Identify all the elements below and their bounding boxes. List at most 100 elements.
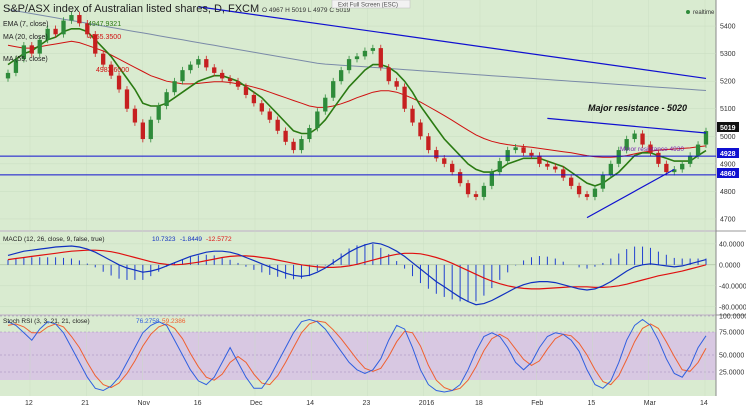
- x-axis-area: [0, 396, 716, 410]
- macd-title: MACD (12, 26, close, 9, false, true): [3, 236, 105, 243]
- stoch-d-line: [7, 320, 707, 392]
- candle-body: [124, 89, 130, 109]
- macd-value-2: -1.8449: [180, 236, 202, 243]
- candle-body: [307, 128, 312, 140]
- candle-body: [545, 163, 550, 167]
- candle-body: [442, 158, 447, 164]
- candle-body: [220, 72, 225, 79]
- realtime-dot-icon: [686, 10, 690, 14]
- candle-body: [394, 81, 399, 87]
- candle-body: [291, 141, 296, 151]
- candle-body: [267, 111, 272, 120]
- candle-body: [687, 155, 693, 164]
- rsi-band: [0, 332, 716, 380]
- time-tick-label: 14: [700, 400, 708, 407]
- candle-body: [418, 122, 423, 137]
- macd-panel-bg: [0, 232, 716, 314]
- candle-body: [156, 105, 161, 120]
- candle-body: [85, 23, 90, 35]
- candle-body: [275, 119, 280, 131]
- candle-body: [672, 169, 677, 173]
- time-tick-label: Dec: [250, 400, 263, 407]
- candle-body: [576, 185, 582, 195]
- candle-body: [584, 194, 590, 197]
- grid-layer: [0, 0, 716, 396]
- candle-body: [505, 150, 510, 162]
- candle-body: [664, 163, 669, 173]
- candle-body: [148, 119, 153, 140]
- rsi-tick-label: 100.0000: [719, 314, 746, 321]
- candle-body: [529, 152, 534, 156]
- last-price-label: 5019: [720, 125, 736, 132]
- rsi-value-d: 59.2386: [162, 318, 186, 325]
- rsi-tick-label: 50.0000: [719, 353, 744, 360]
- candle-body: [569, 177, 574, 186]
- candle-body: [600, 174, 606, 189]
- candle-body: [21, 45, 27, 60]
- exit-fullscreen-button-bg[interactable]: [331, 0, 411, 9]
- candle-body: [473, 194, 479, 197]
- candle-body: [703, 131, 709, 145]
- candle-body: [616, 150, 621, 164]
- rsi-tick-label: 75.0000: [719, 330, 744, 337]
- time-tick-label: 15: [588, 400, 596, 407]
- ema-line: [7, 27, 707, 187]
- level-label-2: 4860: [720, 171, 736, 178]
- candle-body: [338, 70, 344, 82]
- candle-body: [77, 15, 82, 24]
- price-tick-label: 5400: [720, 24, 736, 31]
- level-label-1-bg: [717, 148, 739, 158]
- axes-layer: 4700 4800 4900 5000 5100 5200 5300 5400 -80.0000…: [25, 24, 746, 407]
- macd-value-3: -12.5772: [206, 236, 232, 243]
- price-tick-label: 5000: [720, 134, 736, 141]
- time-tick-label: Feb: [531, 400, 543, 407]
- candle-body: [354, 56, 360, 60]
- ma20-value: 4965.3500: [88, 34, 121, 41]
- candle-body: [299, 139, 304, 151]
- candle-body: [212, 67, 217, 73]
- rsi-layer: [7, 318, 707, 393]
- minor-resistance-annotation: Minor resistance 4930: [620, 146, 684, 153]
- candle-body: [196, 59, 201, 65]
- macd-value-1: 10.7323: [152, 236, 176, 243]
- time-tick-label: 23: [363, 400, 371, 407]
- candle-body: [553, 166, 558, 170]
- macd-tick-label: 40.0000: [719, 241, 744, 248]
- candle-body: [116, 75, 122, 90]
- candle-body: [457, 172, 463, 184]
- stoch-k-line: [7, 318, 707, 393]
- candle-body: [592, 188, 598, 197]
- candle-body: [624, 139, 629, 151]
- time-tick-label: Mar: [644, 400, 657, 407]
- ohlc-readout: O 4967 H 5019 L 4979 C 5019: [262, 7, 351, 14]
- candle-body: [29, 45, 34, 54]
- candle-body: [108, 64, 114, 76]
- candle-body: [497, 161, 502, 173]
- time-tick-label: 14: [306, 400, 314, 407]
- rsi-value-k: 76.2758: [136, 318, 160, 325]
- candle-body: [370, 48, 376, 51]
- time-tick-label: 18: [475, 400, 483, 407]
- exit-fullscreen-button[interactable]: Exit Full Screen (ESC): [338, 3, 398, 9]
- candles-layer: [5, 11, 709, 201]
- candle-body: [402, 86, 407, 109]
- time-tick-label: 12: [25, 400, 33, 407]
- ma-label: MA (55, close): [3, 56, 48, 63]
- candle-body: [481, 185, 487, 197]
- price-tick-label: 4700: [720, 216, 736, 223]
- candle-body: [164, 92, 169, 106]
- candle-body: [204, 59, 209, 68]
- candle-body: [315, 111, 320, 129]
- candle-body: [386, 67, 391, 82]
- candle-body: [61, 20, 66, 35]
- candle-body: [513, 147, 518, 151]
- candle-body: [188, 64, 193, 71]
- macd-signal-line: [7, 249, 707, 290]
- time-tick-label: Nov: [138, 400, 151, 407]
- time-tick-label: 2016: [419, 400, 435, 407]
- levels-layer: [0, 6, 716, 219]
- trendline: [586, 168, 675, 219]
- candle-body: [410, 108, 415, 123]
- trendline: [198, 6, 707, 80]
